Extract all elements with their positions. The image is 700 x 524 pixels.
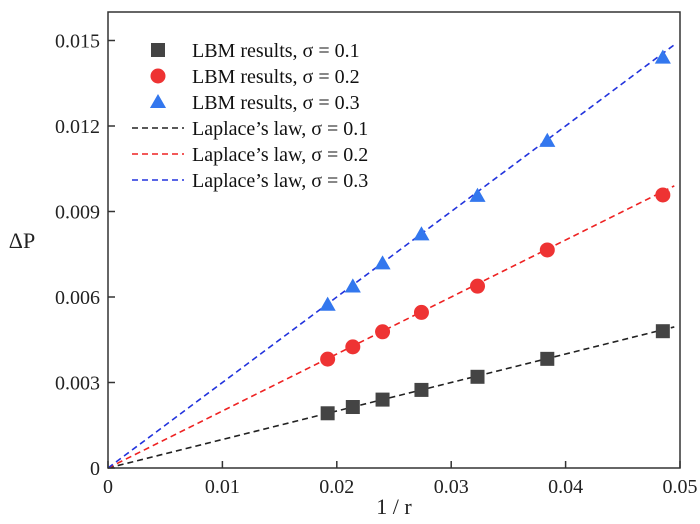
data-point-s2-3 (413, 226, 430, 241)
data-point-s2-2 (374, 255, 391, 270)
data-point-s2-4 (469, 187, 486, 202)
legend-label-5: Laplace’s law, σ = 0.3 (192, 170, 368, 192)
series-line-5 (107, 44, 675, 469)
data-point-s2-6 (654, 49, 671, 64)
series-line-4 (107, 185, 675, 469)
legend-marker-2 (149, 93, 167, 109)
data-point-s1-0 (320, 351, 336, 367)
x-tick-label-3: 0.03 (434, 476, 469, 498)
y-tick-label-4: 0.012 (55, 116, 100, 138)
data-point-s1-1 (345, 339, 361, 355)
y-axis-label: ΔP (9, 228, 35, 253)
y-tick-label-1: 0.003 (55, 373, 100, 395)
legend-entry-3: Laplace’s law, σ = 0.1 (132, 118, 368, 140)
legend-label-0: LBM results, σ = 0.1 (192, 40, 360, 62)
ticks-layer: 0 0.01 0.02 0.03 0.04 0.05 0 0.003 0.006 0.009 0.0… (55, 31, 698, 499)
data-point-s0-6 (655, 324, 670, 339)
legend-marker-1 (150, 68, 166, 84)
data-point-s0-4 (470, 369, 485, 384)
y-tick-label-3: 0.009 (55, 202, 100, 224)
data-point-s2-1 (344, 278, 361, 293)
data-point-s0-3 (414, 382, 429, 397)
series-line-3 (107, 326, 675, 469)
legend-entry-0: LBM results, σ = 0.1 (151, 40, 360, 62)
data-point-s0-5 (540, 351, 555, 366)
data-point-s1-5 (539, 242, 555, 258)
legend-entry-2: LBM results, σ = 0.3 (149, 92, 360, 114)
y-tick-label-0: 0 (90, 458, 100, 480)
legend-entry-4: Laplace’s law, σ = 0.2 (132, 144, 368, 166)
data-point-s1-6 (655, 187, 671, 203)
data-point-s2-5 (539, 132, 556, 147)
data-point-s1-2 (375, 324, 391, 340)
legend-marker-0 (151, 43, 165, 57)
legend-label-1: LBM results, σ = 0.2 (192, 66, 360, 88)
plot-frame (107, 11, 681, 469)
x-tick-label-4: 0.04 (548, 476, 583, 498)
x-tick-label-5: 0.05 (663, 476, 698, 498)
data-point-s0-1 (345, 400, 360, 415)
legend-label-3: Laplace’s law, σ = 0.1 (192, 118, 368, 140)
lines-layer (107, 44, 675, 469)
markers-layer (319, 49, 671, 421)
y-tick-label-5: 0.015 (55, 31, 100, 53)
data-point-s0-0 (320, 406, 335, 421)
legend-label-2: LBM results, σ = 0.3 (192, 92, 360, 114)
x-axis-label: 1 / r (376, 494, 412, 519)
data-point-s0-2 (375, 392, 390, 407)
legend: LBM results, σ = 0.1 LBM results, σ = 0.2… (132, 40, 368, 192)
legend-entry-5: Laplace’s law, σ = 0.3 (132, 170, 368, 192)
x-tick-label-2: 0.02 (319, 476, 354, 498)
legend-entry-1: LBM results, σ = 0.2 (150, 66, 360, 88)
x-tick-label-0: 0 (103, 476, 113, 498)
data-point-s2-0 (319, 296, 336, 311)
x-tick-label-1: 0.01 (205, 476, 240, 498)
data-point-s1-4 (470, 278, 486, 294)
y-tick-label-2: 0.006 (55, 287, 100, 309)
legend-label-4: Laplace’s law, σ = 0.2 (192, 144, 368, 166)
data-point-s1-3 (413, 304, 429, 320)
